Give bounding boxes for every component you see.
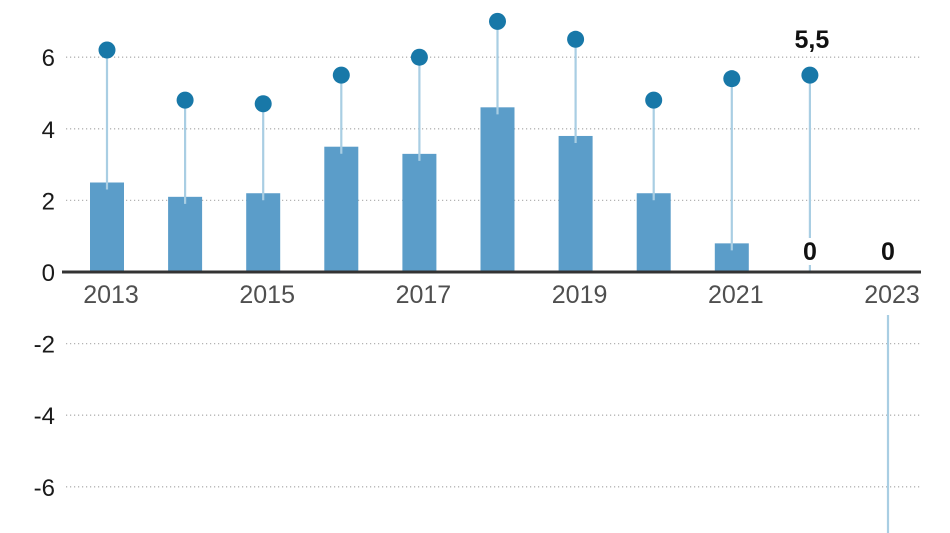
dot-2018	[489, 12, 506, 30]
bar-2020	[636, 193, 671, 272]
zero-value-label-2022: 0	[803, 238, 817, 266]
y-tick-label--6: -6	[34, 475, 55, 502]
dot-value-label-2022: 5,5	[795, 26, 830, 54]
label-knockout-2022	[793, 238, 826, 265]
x-tick-label-2013: 2013	[83, 281, 139, 309]
y-tick-label--2: -2	[34, 332, 55, 359]
dot-2014	[176, 91, 194, 109]
x-tick-label-2017: 2017	[396, 281, 452, 309]
zero-value-label-2023: 0	[881, 238, 895, 266]
label-knockout-2023	[872, 238, 904, 265]
bar-2016	[324, 146, 359, 272]
y-tick-label--4: -4	[34, 403, 55, 430]
bar-2017	[402, 153, 437, 272]
dot-2021	[723, 70, 741, 88]
dot-2017	[410, 48, 428, 66]
y-tick-label-4: 4	[42, 117, 55, 144]
y-tick-label-0: 0	[42, 260, 55, 287]
dot-2022	[801, 66, 819, 84]
dot-2016	[332, 66, 350, 84]
y-tick-label-6: 6	[42, 45, 55, 72]
bar-2019	[558, 135, 593, 272]
bar-2013	[90, 182, 124, 272]
x-tick-label-2021: 2021	[708, 281, 764, 309]
dot-2013	[98, 41, 116, 59]
x-tick-label-2023: 2023	[864, 281, 920, 309]
bar-2015	[246, 193, 281, 272]
y-tick-label-2: 2	[42, 188, 55, 215]
bar-2018	[480, 107, 515, 272]
dot-2015	[254, 95, 272, 113]
x-tick-label-2015: 2015	[239, 281, 295, 309]
dot-2020	[645, 91, 663, 109]
dot-2019	[567, 30, 585, 48]
bar-2014	[168, 196, 203, 272]
x-tick-label-2019: 2019	[552, 281, 608, 309]
